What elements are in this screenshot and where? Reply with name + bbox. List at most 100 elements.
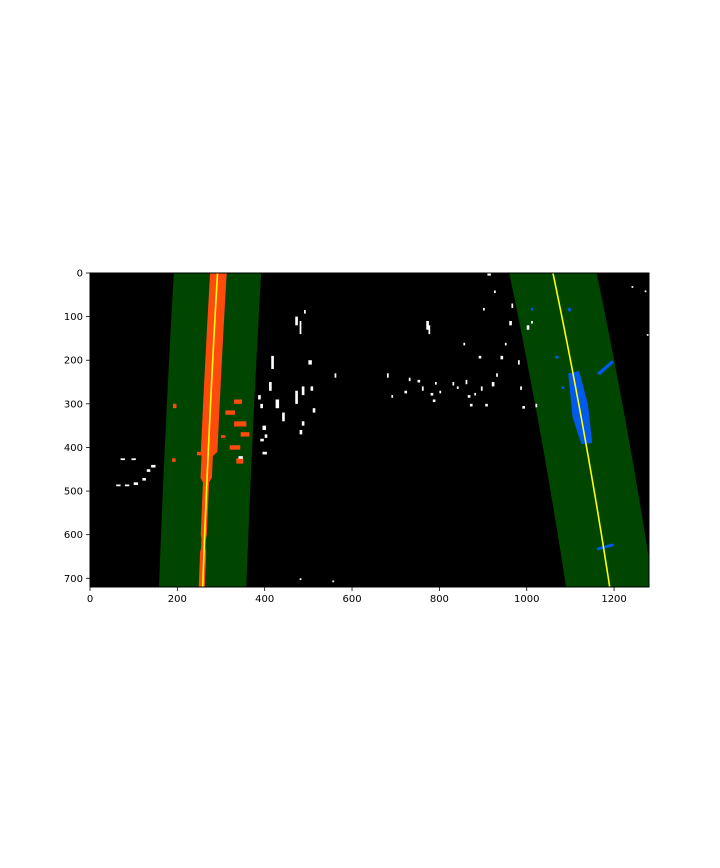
other-pixel-blob bbox=[478, 355, 482, 359]
y-tick-label: 500 bbox=[64, 487, 83, 498]
other-pixel-blob bbox=[334, 373, 337, 378]
other-pixel-blob bbox=[264, 434, 268, 438]
other-pixel-blob bbox=[258, 395, 261, 400]
x-tick-label: 200 bbox=[168, 594, 187, 605]
other-pixel-blob bbox=[496, 373, 498, 377]
y-tick-label: 700 bbox=[64, 574, 83, 585]
other-pixel-blob bbox=[426, 320, 429, 330]
other-pixel-blob bbox=[511, 303, 514, 308]
y-tick-label: 600 bbox=[64, 530, 83, 541]
other-pixel-blob bbox=[301, 386, 305, 396]
left-lane-pixel-blob bbox=[172, 458, 176, 462]
other-pixel-blob bbox=[124, 484, 130, 487]
other-pixel-blob bbox=[452, 382, 455, 386]
other-pixel-blob bbox=[500, 355, 504, 360]
other-pixel-blob bbox=[404, 390, 408, 394]
other-pixel-blob bbox=[120, 458, 125, 461]
other-pixel-blob bbox=[509, 320, 512, 326]
other-pixel-blob bbox=[631, 286, 634, 288]
left-lane-fit-line bbox=[201, 273, 219, 587]
other-pixel-blob bbox=[131, 458, 136, 461]
right-lane-pixel-blob bbox=[568, 307, 571, 312]
other-pixel-blob bbox=[408, 377, 411, 382]
other-pixel-blob bbox=[526, 325, 530, 330]
other-pixel-blob bbox=[262, 425, 266, 431]
x-tick-label: 1200 bbox=[601, 594, 626, 605]
right-lane-pixels bbox=[568, 371, 593, 444]
other-pixel-blob bbox=[439, 390, 442, 394]
other-pixel-blob bbox=[116, 484, 121, 487]
other-pixel-blob bbox=[430, 392, 434, 396]
other-pixel-blob bbox=[467, 395, 471, 398]
x-tick-label: 1000 bbox=[514, 594, 539, 605]
other-pixel-blob bbox=[260, 438, 264, 442]
right-lane-pixel-blob bbox=[596, 360, 615, 376]
left-lane-pixel-blob bbox=[221, 435, 226, 438]
right-lane-fit-line bbox=[552, 273, 611, 587]
other-pixel-blob bbox=[299, 578, 302, 581]
other-pixel-blob bbox=[480, 386, 483, 391]
x-tick-label: 800 bbox=[430, 594, 449, 605]
other-pixel-blob bbox=[332, 580, 335, 583]
right-lane-pixel-blob bbox=[555, 355, 559, 359]
other-pixel-blob bbox=[301, 421, 305, 426]
right-lane-pixel-blob bbox=[531, 307, 534, 311]
other-pixel-blob bbox=[517, 360, 520, 365]
other-pixel-blob bbox=[531, 320, 533, 324]
other-pixel-blob bbox=[417, 379, 421, 383]
other-pixel-blob bbox=[520, 386, 522, 390]
left-lane-pixel-blob bbox=[236, 458, 244, 464]
other-pixel-blob bbox=[432, 399, 436, 403]
y-tick-label: 200 bbox=[64, 356, 83, 367]
other-pixel-blob bbox=[295, 316, 298, 326]
other-pixel-blob bbox=[260, 403, 263, 409]
other-pixel-blob bbox=[522, 406, 525, 409]
left-lane-pixel-blob bbox=[229, 445, 241, 450]
x-axis-ticks: 0 200 400 600 800 1000 1200 bbox=[87, 587, 627, 605]
other-pixel-blob bbox=[435, 382, 437, 385]
other-pixel-blob bbox=[282, 412, 285, 422]
other-pixel-blob bbox=[312, 408, 316, 413]
y-tick-label: 100 bbox=[64, 312, 83, 323]
other-pixel-blob bbox=[485, 403, 488, 407]
other-pixel-blob bbox=[151, 464, 156, 468]
other-pixel-blob bbox=[386, 373, 389, 378]
other-pixel-blob bbox=[269, 382, 272, 391]
other-pixel-blob bbox=[310, 386, 314, 391]
right-lane-pixel-blob bbox=[596, 543, 615, 551]
other-pixel-blob bbox=[146, 469, 151, 472]
other-pixel-blob bbox=[483, 307, 485, 311]
other-pixel-blob bbox=[487, 273, 491, 276]
other-pixel-blob bbox=[456, 386, 459, 390]
left-lane-pixel-blob bbox=[234, 399, 242, 404]
other-pixel-blob bbox=[295, 390, 298, 404]
other-pixel-blob bbox=[535, 403, 538, 408]
left-lane-pixel-blob bbox=[234, 421, 247, 427]
x-tick-label: 400 bbox=[255, 594, 274, 605]
other-pixel-blob bbox=[133, 482, 139, 485]
other-pixel-blob bbox=[142, 477, 146, 481]
other-pixel-blob bbox=[303, 310, 306, 314]
other-pixel-blob bbox=[491, 382, 495, 387]
other-pixel-blob bbox=[262, 451, 267, 455]
y-axis-ticks: 0 100 200 300 400 500 600 700 bbox=[64, 269, 90, 585]
other-pixel-blob bbox=[299, 320, 302, 335]
other-pixel-blob bbox=[391, 395, 394, 398]
y-tick-label: 400 bbox=[64, 443, 83, 454]
other-pixel-blob bbox=[308, 360, 312, 365]
other-pixel-blob bbox=[238, 456, 243, 459]
other-pixel-blob bbox=[421, 386, 424, 391]
other-pixel-blob bbox=[474, 392, 477, 396]
other-pixel-blob bbox=[463, 342, 466, 346]
other-pixel-blob bbox=[644, 290, 647, 293]
other-pixel-blob bbox=[504, 342, 507, 346]
left-lane-pixel-blob bbox=[172, 403, 177, 409]
other-pixel-blob bbox=[299, 430, 303, 435]
left-lane-pixel-blob bbox=[240, 432, 250, 437]
image-content bbox=[116, 273, 649, 587]
other-pixel-blob bbox=[271, 355, 274, 369]
left-lane-pixel-blob bbox=[196, 451, 203, 456]
left-lane-pixel-blob bbox=[225, 410, 235, 415]
